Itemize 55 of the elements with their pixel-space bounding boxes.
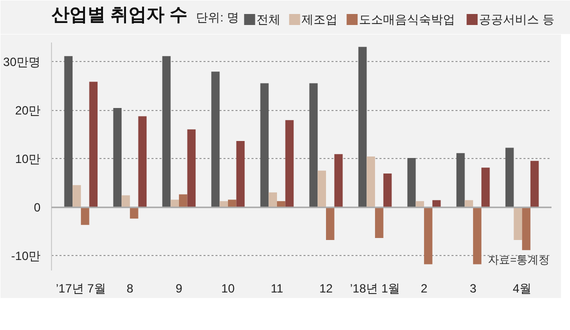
bar <box>456 153 465 208</box>
bar <box>366 156 376 208</box>
bar <box>481 168 490 208</box>
y-tick-label: 10만 <box>15 152 41 166</box>
bar <box>318 170 326 208</box>
bar <box>80 207 90 225</box>
legend-label: 도소매음식숙박업 <box>359 12 456 26</box>
x-tick-label: 9 <box>176 282 183 296</box>
bar <box>138 116 147 208</box>
bar <box>268 192 277 208</box>
bar <box>130 207 138 219</box>
chart-title: 산업별 취업자 수 <box>52 4 188 24</box>
bar <box>407 158 416 208</box>
y-tick-label: -10만 <box>11 248 40 263</box>
x-tick-label: 4월 <box>512 282 532 296</box>
bar <box>162 56 171 208</box>
x-tick-label: 8 <box>126 282 134 296</box>
bar <box>72 185 81 208</box>
bar <box>260 83 269 208</box>
legend-label: 전체 <box>256 12 281 26</box>
bar <box>375 207 384 238</box>
annotation: 자료=통계청 <box>488 254 550 266</box>
bar <box>473 207 482 264</box>
x-tick-label: ’17년 7월 <box>56 282 106 296</box>
bar <box>505 148 514 208</box>
bar <box>334 154 343 208</box>
bar <box>89 82 98 208</box>
legend-label: 공공서비스 등 <box>479 12 554 26</box>
x-tick-label: 12 <box>319 282 334 296</box>
bar <box>514 207 522 240</box>
bar <box>424 207 432 264</box>
chart-subtitle: 단위: 명 <box>196 10 239 24</box>
bar <box>236 140 245 208</box>
bar <box>522 207 530 250</box>
bar <box>285 120 294 208</box>
y-tick-label: 0 <box>34 200 41 214</box>
bar <box>530 160 539 208</box>
bar <box>211 72 220 208</box>
bar <box>64 56 73 208</box>
x-tick-label: ’18년 1월 <box>350 282 400 296</box>
x-tick-label: 2 <box>420 282 428 296</box>
bar <box>122 195 130 208</box>
bar <box>326 207 334 240</box>
bar <box>309 83 318 208</box>
bar <box>187 129 196 208</box>
bar <box>358 46 367 208</box>
x-tick-label: 11 <box>270 282 284 296</box>
y-tick-label: 30만명 <box>3 54 41 69</box>
y-tick-label: 20만 <box>15 103 41 118</box>
bar <box>178 194 188 208</box>
bar <box>113 108 122 208</box>
x-tick-label: 3 <box>470 282 477 296</box>
bar <box>383 173 392 208</box>
x-tick-label: 10 <box>221 282 235 296</box>
legend-label: 제조업 <box>302 12 338 26</box>
